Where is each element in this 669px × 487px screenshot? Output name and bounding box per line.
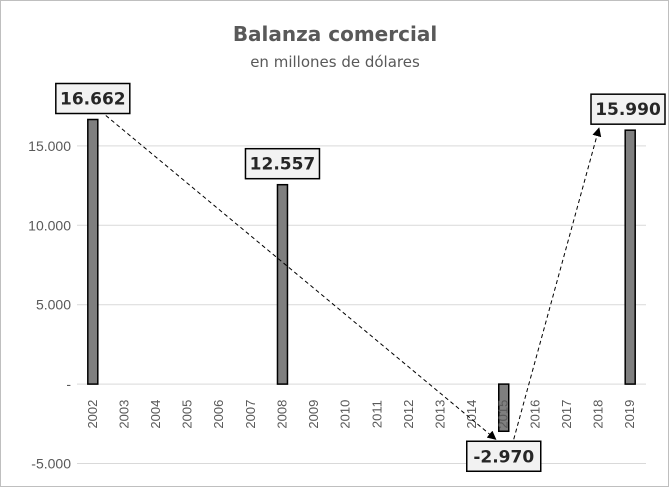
- data-label-text: 12.557: [250, 155, 316, 175]
- data-label-2015: -2.970: [466, 440, 542, 473]
- data-label-box: [55, 82, 131, 115]
- y-tick-label: 10.000: [28, 217, 71, 233]
- x-tick-label: 2003: [116, 400, 131, 429]
- y-tick-label: -5.000: [31, 456, 71, 472]
- bar-2008: [276, 183, 289, 385]
- data-label-2002: 16.662: [55, 82, 131, 115]
- x-tick-label: 2006: [211, 400, 226, 429]
- data-label-box: [590, 93, 666, 125]
- gridlines: [77, 145, 646, 464]
- bar-2015: [498, 383, 510, 433]
- x-tick-label: 2013: [433, 400, 448, 429]
- x-tick-label: 2017: [559, 400, 574, 429]
- data-label-text: -2.970: [473, 447, 534, 467]
- bar-2002: [87, 118, 99, 385]
- x-tick-label: 2004: [148, 400, 163, 429]
- x-tick-label: 2019: [622, 400, 637, 429]
- x-tick-label: 2010: [338, 400, 353, 429]
- trend-arrow-0: [105, 115, 497, 440]
- x-tick-label: 2018: [591, 400, 606, 429]
- x-tick-label: 2015: [496, 400, 511, 429]
- x-tick-label: 2007: [243, 400, 258, 429]
- y-tick-label: 15.000: [28, 138, 71, 154]
- data-label-box: [244, 147, 321, 180]
- x-axis-ticks: 2002 2003 2004 2005 2006 2007 2008 2009 2010 2011…: [85, 400, 637, 429]
- x-tick-label: 2005: [180, 400, 195, 429]
- x-tick-label: 2009: [306, 400, 321, 429]
- chart-subtitle: en millones de dólares: [250, 53, 420, 71]
- trend-arrow-1: [513, 127, 602, 440]
- x-tick-label: 2002: [85, 400, 100, 429]
- x-tick-label: 2008: [274, 400, 289, 429]
- y-tick-label: 5.000: [36, 297, 71, 313]
- x-tick-label: 2016: [527, 400, 542, 429]
- data-label-text: 16.662: [60, 90, 126, 110]
- data-labels: 16.662 12.557 -2.970 15.990: [55, 82, 666, 473]
- x-tick-label: 2014: [464, 400, 479, 429]
- trend-arrows: [105, 115, 602, 440]
- data-label-2019: 15.990: [590, 93, 666, 125]
- bars: [87, 118, 636, 433]
- data-label-2008: 12.557: [244, 147, 321, 180]
- chart-title: Balanza comercial: [233, 22, 437, 46]
- data-label-text: 15.990: [595, 100, 661, 120]
- bar-2019: [624, 129, 636, 385]
- data-label-box: [466, 440, 542, 473]
- x-tick-label: 2011: [369, 400, 384, 428]
- x-tick-label: 2012: [401, 400, 416, 429]
- y-tick-label: -: [66, 376, 71, 392]
